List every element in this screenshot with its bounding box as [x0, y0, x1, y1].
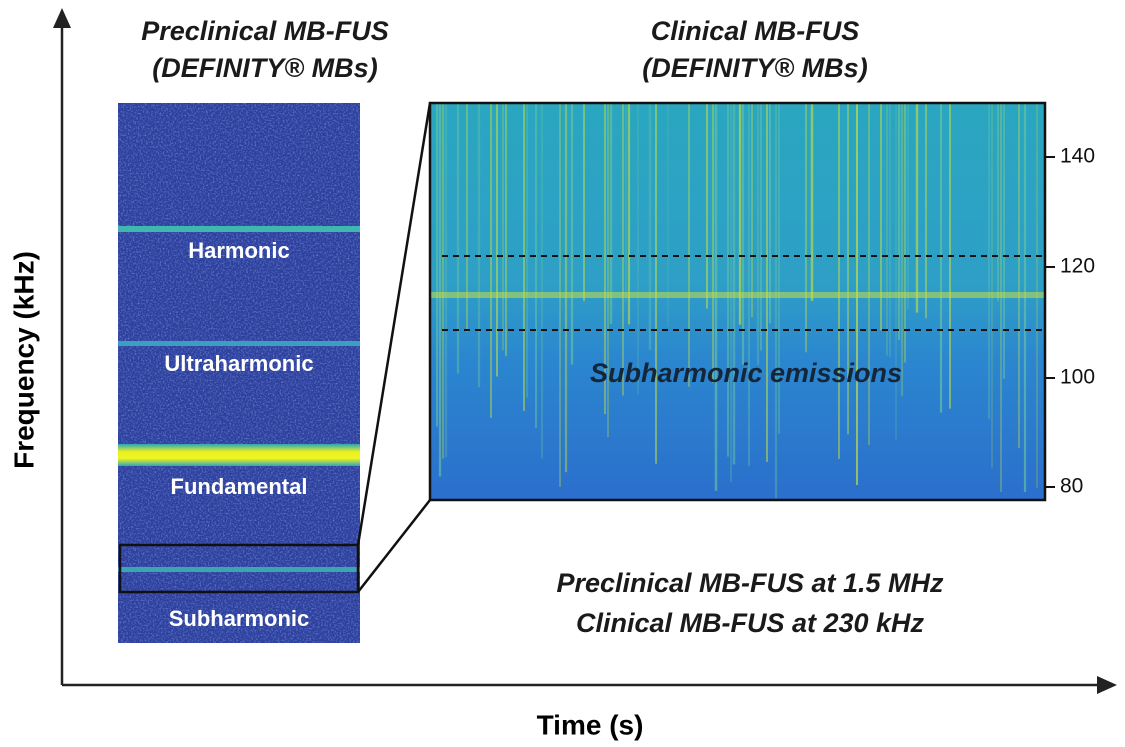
note-line: Preclinical MB-FUS at 1.5 MHz: [556, 568, 944, 598]
tick-label: 120: [1060, 255, 1095, 278]
pre-spectrogram: [118, 103, 360, 643]
band-label: Fundamental: [171, 474, 308, 499]
note-line: Clinical MB-FUS at 230 kHz: [576, 608, 925, 638]
zoom-box: [118, 543, 360, 594]
annotation: Subharmonic emissions: [590, 358, 902, 388]
pre-subtitle: (DEFINITY® MBs): [152, 53, 377, 83]
clin-overlay: [428, 101, 1055, 502]
y-arrow: [53, 8, 71, 28]
emission-band: [430, 292, 1045, 298]
harmonic-line: [118, 226, 360, 232]
band-label: Subharmonic: [169, 606, 310, 631]
tick-label: 140: [1060, 145, 1095, 168]
connector: [357, 499, 431, 593]
ultraharmonic-line: [118, 341, 360, 346]
band-label: Ultraharmonic: [164, 351, 313, 376]
pre-noise: [118, 103, 360, 643]
clin-title: Clinical MB-FUS: [651, 16, 860, 46]
tick-label: 80: [1060, 475, 1083, 498]
y-label: Frequency (kHz): [8, 251, 39, 469]
tick-label: 100: [1060, 366, 1095, 389]
connector: [356, 102, 432, 546]
fundamental-line: [118, 444, 360, 466]
clin-spectrogram: [430, 103, 1045, 500]
x-label: Time (s): [537, 709, 644, 740]
band-label: Harmonic: [188, 238, 289, 263]
x-arrow: [1097, 676, 1117, 694]
clin-frame: [428, 101, 1047, 502]
subharmonic-line: [118, 567, 360, 572]
clin-subtitle: (DEFINITY® MBs): [642, 53, 867, 83]
clin-bg: [430, 103, 1045, 500]
pre-title: Preclinical MB-FUS: [141, 16, 389, 46]
